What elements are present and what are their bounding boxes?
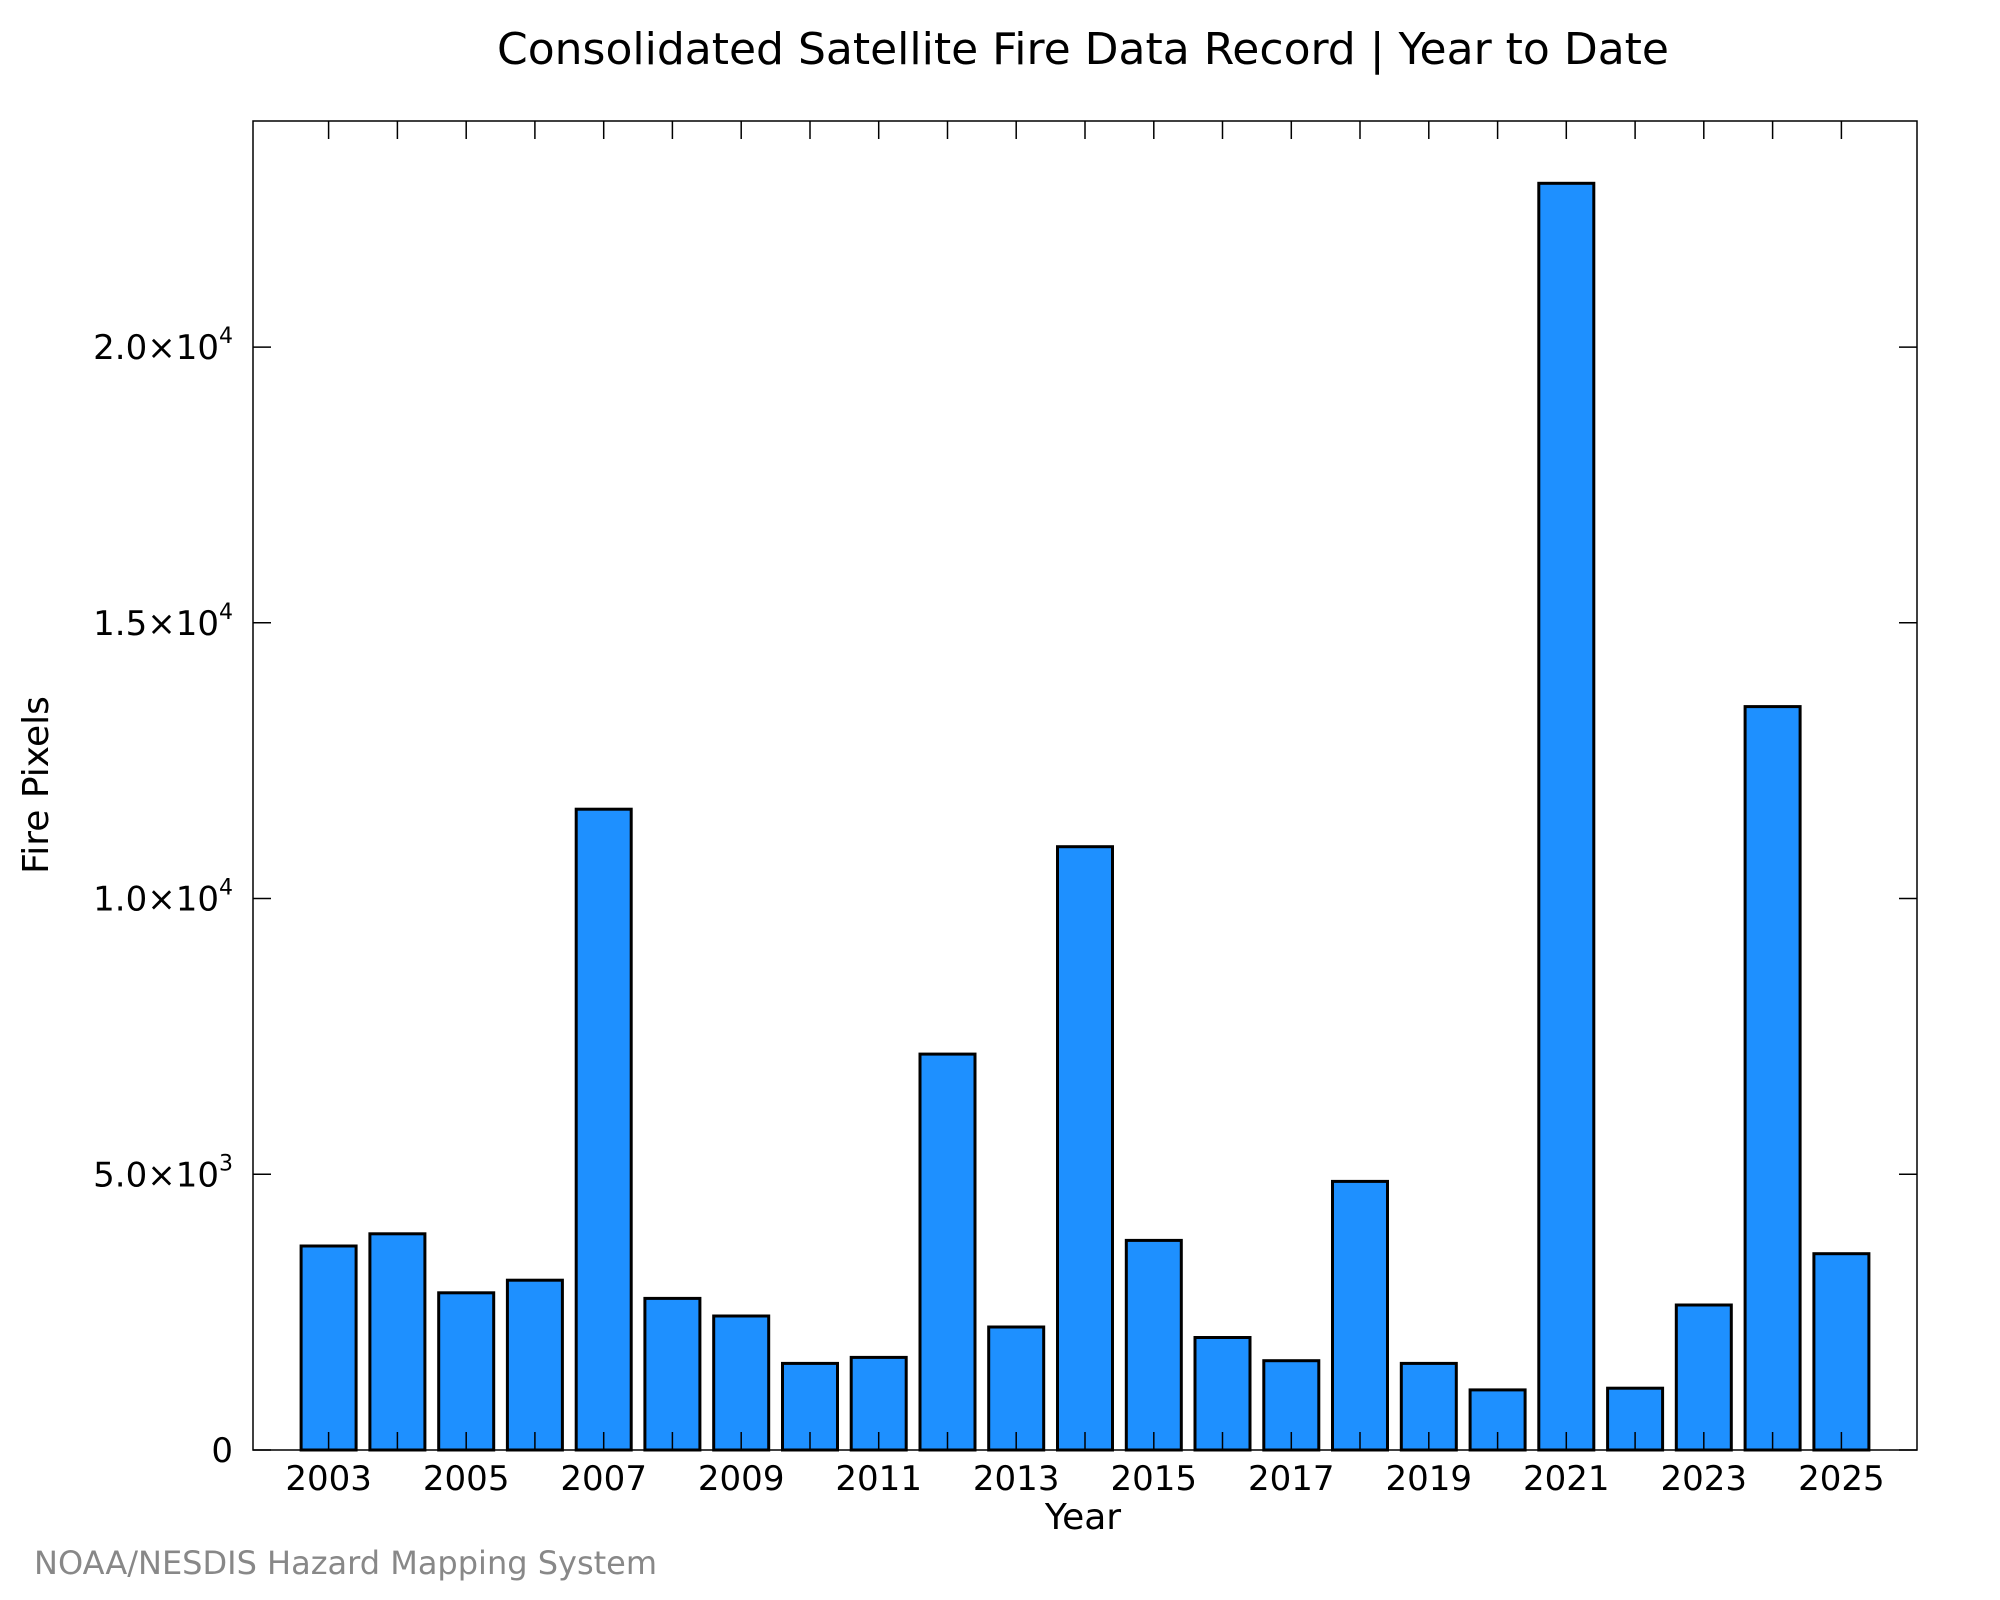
y-tick-label: 1.0×104 xyxy=(93,876,233,920)
bar-2008 xyxy=(643,1296,702,1452)
bar-2003 xyxy=(299,1244,358,1452)
bar-2014 xyxy=(1056,845,1114,1452)
bar-2015 xyxy=(1124,1238,1183,1452)
x-tick-labels: 2003 2005 2007 2009 2011 2013 2015 2017 2019 2021… xyxy=(285,1459,1884,1499)
bar-2004 xyxy=(368,1232,427,1452)
bar-2007 xyxy=(574,807,633,1452)
x-tick-label-2023: 2023 xyxy=(1661,1459,1748,1499)
y-tick-labels: 0 5.0×103 1.0×104 1.5×104 2.0×104 xyxy=(93,324,233,1471)
bar-2013 xyxy=(987,1325,1046,1452)
bar-2006 xyxy=(505,1278,564,1452)
bar-2021 xyxy=(1537,181,1596,1452)
bar-2018 xyxy=(1331,1179,1389,1452)
x-tick-label-2007: 2007 xyxy=(560,1459,647,1499)
x-tick-label-2009: 2009 xyxy=(698,1459,785,1499)
x-axis-label: Year xyxy=(1044,1497,1121,1538)
bar-2023 xyxy=(1674,1303,1733,1452)
credit-text: NOAA/NESDIS Hazard Mapping System xyxy=(34,1544,657,1582)
bar-2012 xyxy=(918,1052,977,1452)
x-tick-label-2021: 2021 xyxy=(1523,1459,1610,1499)
bars-group xyxy=(299,181,1871,1452)
x-tick-label-2013: 2013 xyxy=(973,1459,1060,1499)
x-tick-label-2019: 2019 xyxy=(1386,1459,1473,1499)
bar-2024 xyxy=(1743,705,1802,1452)
x-tick-label-2011: 2011 xyxy=(835,1459,922,1499)
y-axis-label: Fire Pixels xyxy=(16,696,57,874)
y-tick-label: 5.0×103 xyxy=(93,1151,233,1195)
bar-2009 xyxy=(712,1314,771,1452)
y-tick-label: 2.0×104 xyxy=(93,324,233,368)
x-tick-label-2003: 2003 xyxy=(285,1459,372,1499)
x-tick-label-2005: 2005 xyxy=(423,1459,510,1499)
x-tick-label-2017: 2017 xyxy=(1248,1459,1335,1499)
x-tick-label-2025: 2025 xyxy=(1798,1459,1885,1499)
chart-title: Consolidated Satellite Fire Data Record … xyxy=(497,24,1669,75)
bar-2025 xyxy=(1812,1252,1871,1452)
y-tick-label: 1.5×104 xyxy=(93,600,233,644)
bar-2005 xyxy=(437,1291,496,1452)
ticks-group xyxy=(253,121,1917,1451)
x-tick-label-2015: 2015 xyxy=(1111,1459,1198,1499)
y-tick-label: 0 xyxy=(211,1431,233,1471)
